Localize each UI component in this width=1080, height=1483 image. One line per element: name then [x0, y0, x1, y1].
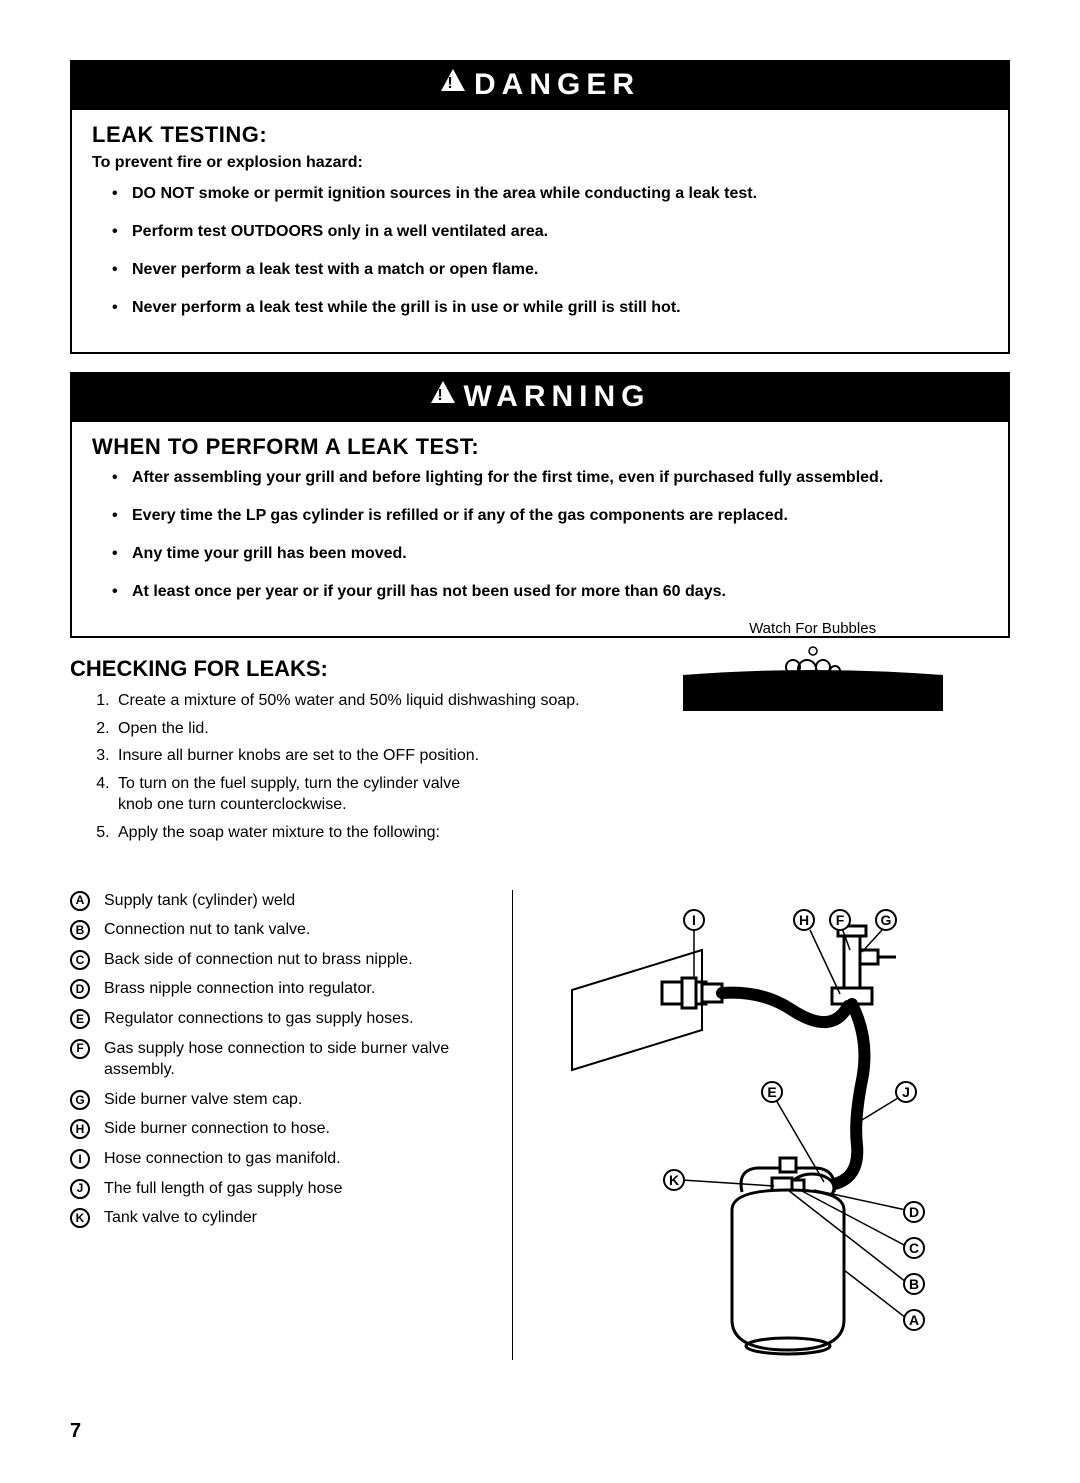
list-item: To turn on the fuel supply, turn the cyl… — [114, 773, 494, 816]
checking-steps: Create a mixture of 50% water and 50% li… — [70, 690, 615, 844]
callout-list-column: A Supply tank (cylinder) weld B Connection… — [70, 890, 512, 1360]
list-item: At least once per year or if your grill … — [132, 580, 988, 604]
bubble-caption: Watch For Bubbles — [615, 620, 1010, 637]
list-item: H Side burner connection to hose. — [70, 1118, 484, 1140]
svg-text:!: ! — [437, 387, 448, 404]
callout-letter: C — [70, 950, 90, 970]
bubbles-illustration-icon — [683, 641, 943, 711]
callout-text: The full length of gas supply hose — [104, 1178, 342, 1200]
danger-banner: ! DANGER — [70, 60, 1010, 110]
when-to-perform-heading: WHEN TO PERFORM A LEAK TEST: — [92, 434, 988, 460]
callout-text: Regulator connections to gas supply hose… — [104, 1008, 414, 1030]
list-item: K Tank valve to cylinder — [70, 1207, 484, 1229]
svg-text:J: J — [902, 1084, 910, 1100]
callout-letter: G — [70, 1090, 90, 1110]
callout-letter: H — [70, 1119, 90, 1139]
callout-text: Brass nipple connection into regulator. — [104, 978, 375, 1000]
leak-testing-box: LEAK TESTING: To prevent fire or explosi… — [70, 110, 1010, 354]
callout-text: Connection nut to tank valve. — [104, 919, 310, 941]
list-item: Perform test OUTDOORS only in a well ven… — [132, 220, 988, 244]
callout-text: Side burner connection to hose. — [104, 1118, 330, 1140]
callout-letter: D — [70, 979, 90, 999]
callout-letter: B — [70, 920, 90, 940]
svg-text:H: H — [799, 912, 809, 928]
checking-for-leaks-section: CHECKING FOR LEAKS: Create a mixture of … — [70, 656, 1010, 1360]
svg-text:G: G — [881, 912, 892, 928]
callout-text: Side burner valve stem cap. — [104, 1089, 302, 1111]
svg-text:I: I — [692, 912, 696, 928]
callout-text: Supply tank (cylinder) weld — [104, 890, 295, 912]
list-item: After assembling your grill and before l… — [132, 466, 988, 490]
warning-triangle-icon: ! — [440, 66, 466, 100]
list-item: J The full length of gas supply hose — [70, 1178, 484, 1200]
list-item: D Brass nipple connection into regulator. — [70, 978, 484, 1000]
list-item: Every time the LP gas cylinder is refill… — [132, 504, 988, 528]
list-item: A Supply tank (cylinder) weld — [70, 890, 484, 912]
callout-letter: I — [70, 1149, 90, 1169]
warning-triangle-icon: ! — [430, 378, 456, 412]
list-item: DO NOT smoke or permit ignition sources … — [132, 182, 988, 206]
callout-text: Gas supply hose connection to side burne… — [104, 1038, 484, 1081]
tank-diagram-column: I H F G E J — [512, 890, 1010, 1360]
callout-text: Tank valve to cylinder — [104, 1207, 257, 1229]
list-item: Never perform a leak test with a match o… — [132, 258, 988, 282]
list-item: E Regulator connections to gas supply hos… — [70, 1008, 484, 1030]
callout-list: A Supply tank (cylinder) weld B Connection… — [70, 890, 484, 1229]
callout-letter: K — [70, 1208, 90, 1228]
callout-letter: F — [70, 1039, 90, 1059]
list-item: Apply the soap water mixture to the foll… — [114, 822, 615, 844]
danger-banner-text: DANGER — [474, 68, 640, 101]
list-item: Create a mixture of 50% water and 50% li… — [114, 690, 615, 712]
svg-text:C: C — [909, 1240, 919, 1256]
leak-testing-heading: LEAK TESTING: — [92, 122, 988, 148]
callout-text: Back side of connection nut to brass nip… — [104, 949, 413, 971]
callout-letter: A — [70, 891, 90, 911]
list-item: I Hose connection to gas manifold. — [70, 1148, 484, 1170]
svg-text:B: B — [909, 1276, 919, 1292]
list-item: Open the lid. — [114, 718, 615, 740]
bubble-figure: Watch For Bubbles — [615, 590, 1010, 850]
leak-testing-bullets: DO NOT smoke or permit ignition sources … — [92, 182, 988, 320]
leak-testing-subheading: To prevent fire or explosion hazard: — [92, 154, 988, 172]
svg-text:E: E — [768, 1084, 777, 1100]
warning-banner-text: WARNING — [464, 380, 651, 413]
list-item: Never perform a leak test while the gril… — [132, 296, 988, 320]
callout-letter: J — [70, 1179, 90, 1199]
callout-letter: E — [70, 1009, 90, 1029]
list-item: G Side burner valve stem cap. — [70, 1089, 484, 1111]
warning-banner: ! WARNING — [70, 372, 1010, 422]
when-to-perform-bullets: After assembling your grill and before l… — [92, 466, 988, 604]
lp-tank-diagram-icon: I H F G E J — [562, 890, 982, 1360]
svg-text:A: A — [909, 1312, 919, 1328]
list-item: F Gas supply hose connection to side burn… — [70, 1038, 484, 1081]
list-item: B Connection nut to tank valve. — [70, 919, 484, 941]
list-item: C Back side of connection nut to brass ni… — [70, 949, 484, 971]
svg-text:D: D — [909, 1204, 919, 1220]
callout-text: Hose connection to gas manifold. — [104, 1148, 341, 1170]
svg-text:!: ! — [447, 75, 458, 92]
svg-text:F: F — [836, 912, 845, 928]
svg-text:K: K — [669, 1172, 679, 1188]
list-item: Insure all burner knobs are set to the O… — [114, 745, 615, 767]
page-number: 7 — [70, 1420, 1010, 1443]
list-item: Any time your grill has been moved. — [132, 542, 988, 566]
